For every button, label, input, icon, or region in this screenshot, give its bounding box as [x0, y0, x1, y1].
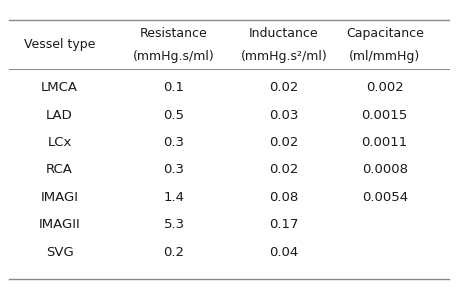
Text: IMAGI: IMAGI	[41, 191, 78, 204]
Text: 0.5: 0.5	[164, 109, 185, 122]
Text: 0.2: 0.2	[164, 245, 185, 259]
Text: Capacitance: Capacitance	[346, 26, 424, 40]
Text: 0.03: 0.03	[269, 109, 299, 122]
Text: Vessel type: Vessel type	[24, 38, 95, 51]
Text: (ml/mmHg): (ml/mmHg)	[349, 50, 420, 63]
Text: IMAGII: IMAGII	[38, 218, 81, 231]
Text: 0.0054: 0.0054	[362, 191, 408, 204]
Text: 0.0011: 0.0011	[362, 136, 408, 149]
Text: 0.3: 0.3	[164, 136, 185, 149]
Text: 0.002: 0.002	[366, 81, 403, 94]
Text: 0.02: 0.02	[269, 81, 299, 94]
Text: RCA: RCA	[46, 163, 73, 177]
Text: 5.3: 5.3	[164, 218, 185, 231]
Text: 0.1: 0.1	[164, 81, 185, 94]
Text: 0.04: 0.04	[269, 245, 299, 259]
Text: LCx: LCx	[47, 136, 72, 149]
Text: LAD: LAD	[46, 109, 73, 122]
Text: 0.3: 0.3	[164, 163, 185, 177]
Text: 0.17: 0.17	[269, 218, 299, 231]
Text: LMCA: LMCA	[41, 81, 78, 94]
Text: 0.0015: 0.0015	[362, 109, 408, 122]
Text: 0.0008: 0.0008	[362, 163, 408, 177]
Text: 0.02: 0.02	[269, 163, 299, 177]
Text: 1.4: 1.4	[164, 191, 185, 204]
Text: 0.02: 0.02	[269, 136, 299, 149]
Text: (mmHg.s/ml): (mmHg.s/ml)	[133, 50, 215, 63]
Text: (mmHg.s²/ml): (mmHg.s²/ml)	[240, 50, 327, 63]
Text: Resistance: Resistance	[140, 26, 208, 40]
Text: Inductance: Inductance	[249, 26, 319, 40]
Text: SVG: SVG	[46, 245, 73, 259]
Text: 0.08: 0.08	[269, 191, 299, 204]
